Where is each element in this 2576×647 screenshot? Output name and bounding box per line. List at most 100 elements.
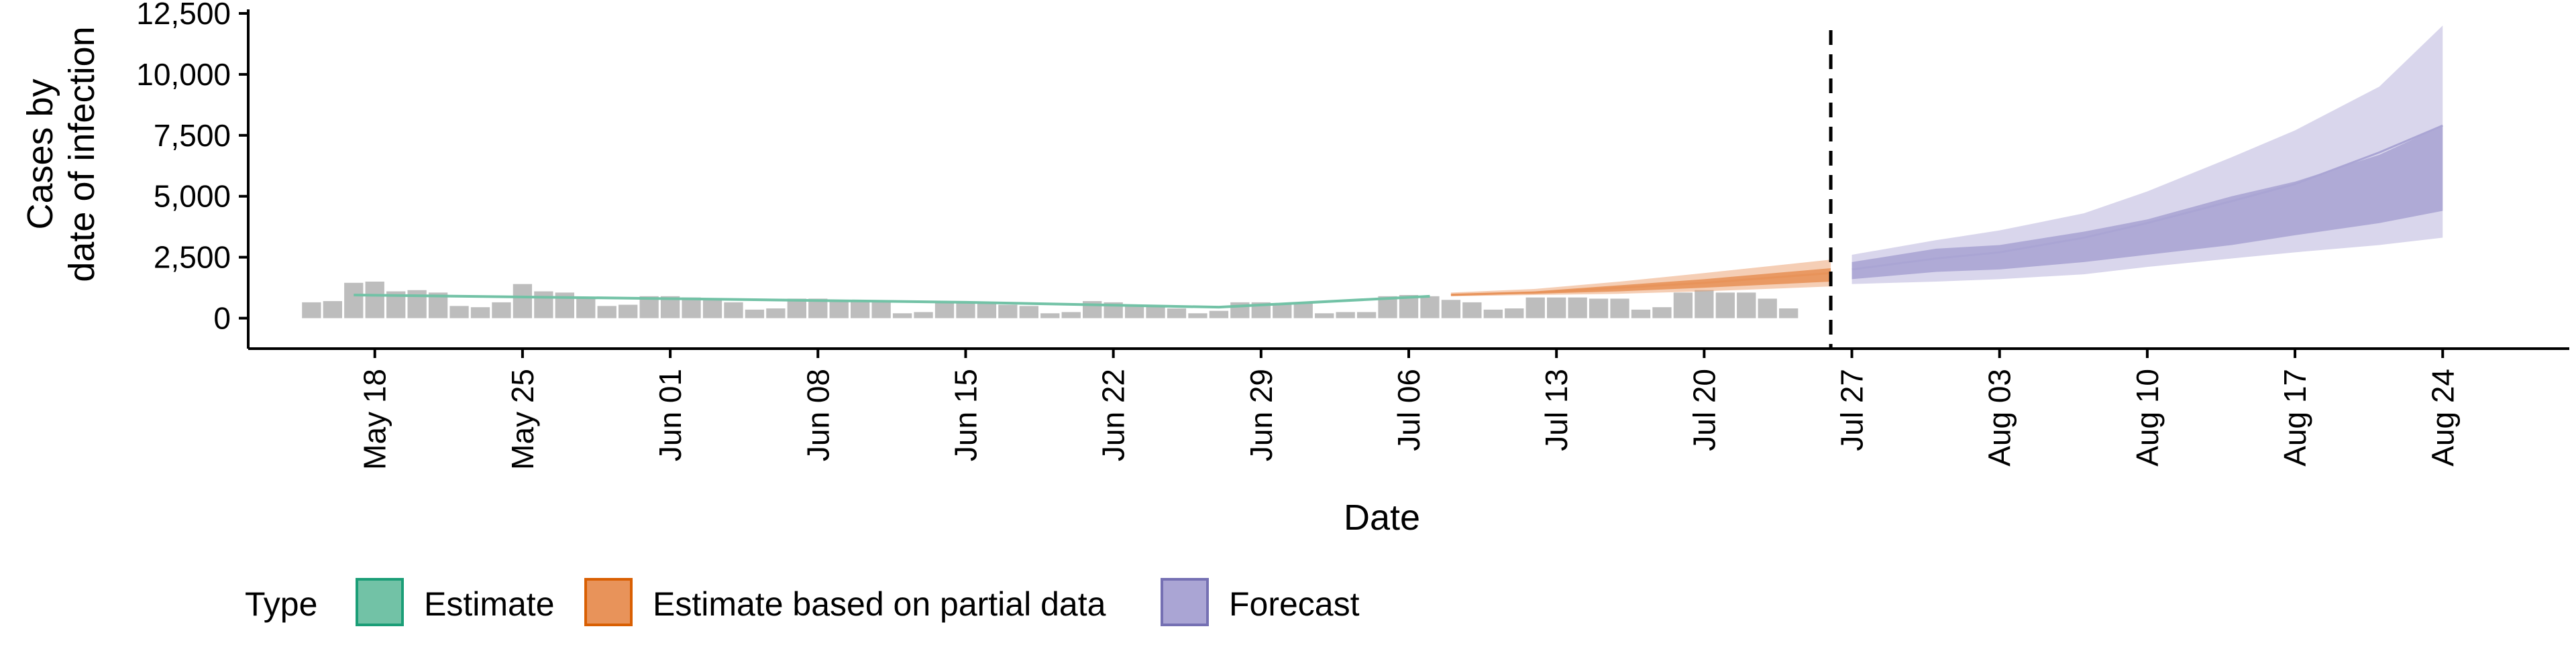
case-bar — [808, 298, 828, 318]
case-bar — [302, 302, 321, 318]
case-bar — [1589, 298, 1609, 318]
case-bar — [1167, 308, 1187, 318]
case-bar — [851, 301, 870, 318]
estimate-based-on-partial-data-outer-band — [1450, 259, 1831, 296]
case-bar — [1483, 309, 1503, 318]
forecast-inner-band — [1851, 125, 2443, 280]
case-bar — [1420, 296, 1440, 318]
legend: Type Estimate Estimate based on partial … — [245, 578, 1360, 626]
case-bar — [1610, 298, 1629, 318]
estimate-based-on-partial-data-inner-band — [1450, 268, 1831, 295]
case-bar — [1441, 300, 1461, 318]
case-bar — [1737, 292, 1756, 318]
x-tick-label: Jul 06 — [1391, 369, 1426, 451]
x-tick-label: Jun 08 — [800, 369, 835, 461]
case-bar — [914, 312, 933, 318]
case-bar — [470, 307, 490, 318]
x-tick-label: Aug 17 — [2277, 369, 2312, 467]
case-bar — [1273, 303, 1292, 318]
forecast-line — [1851, 124, 2443, 271]
bands-layer — [1450, 25, 2443, 296]
case-bar — [787, 298, 806, 318]
x-tick-label: Aug 24 — [2425, 369, 2460, 467]
case-bar — [1715, 292, 1735, 318]
x-tick-label: Aug 03 — [1982, 369, 2017, 467]
case-bar — [1779, 308, 1799, 318]
x-tick-label: Aug 10 — [2130, 369, 2165, 467]
case-bar — [1188, 313, 1208, 318]
legend-title: Type — [245, 585, 317, 623]
case-bar — [323, 301, 342, 318]
estimate-line — [354, 294, 1430, 309]
case-bar — [892, 313, 912, 318]
x-tick-label: Jul 20 — [1686, 369, 1721, 451]
case-bar — [724, 302, 743, 318]
case-bar — [1673, 292, 1693, 318]
case-bar — [1652, 307, 1672, 318]
case-bar — [871, 302, 891, 318]
legend-label-partial-estimate: Estimate based on partial data — [653, 585, 1106, 623]
case-bar — [977, 303, 997, 318]
case-bar — [344, 282, 364, 318]
x-tick-label: Jun 29 — [1244, 369, 1279, 461]
y-tick-label: 12,500 — [136, 0, 231, 31]
case-bar — [1124, 304, 1144, 318]
legend-key-estimate — [356, 578, 404, 626]
y-tick-label: 2,500 — [154, 240, 231, 275]
case-bar — [1336, 312, 1355, 318]
case-bar — [449, 306, 469, 318]
y-axis-ticks: 0 2,500 5,000 7,500 10,000 12,500 — [136, 0, 248, 336]
x-axis-title: Date — [1344, 497, 1420, 538]
x-tick-label: Jun 15 — [948, 369, 983, 461]
case-bar — [702, 300, 722, 318]
case-bar — [1695, 290, 1714, 318]
case-bar — [1462, 302, 1482, 318]
case-bar — [576, 297, 596, 318]
case-bar — [1019, 306, 1038, 318]
bars-layer — [302, 282, 1799, 318]
case-bar — [682, 297, 701, 318]
x-tick-label: Jul 13 — [1539, 369, 1574, 451]
y-tick-label: 7,500 — [154, 118, 231, 153]
case-bar — [1356, 312, 1377, 318]
case-bar — [1209, 310, 1229, 318]
x-tick-label: Jun 01 — [653, 369, 688, 461]
case-bar — [1293, 303, 1313, 318]
x-tick-label: May 18 — [358, 369, 392, 470]
x-tick-label: Jul 27 — [1835, 369, 1870, 451]
case-bar — [1758, 298, 1777, 318]
x-axis-ticks: May 18 May 25 Jun 01 Jun 08 Jun 15 Jun 22 Jun … — [358, 349, 2460, 470]
legend-label-forecast: Forecast — [1229, 585, 1360, 623]
case-bar — [1040, 313, 1060, 318]
case-bar — [1525, 297, 1545, 318]
case-bar — [1061, 312, 1081, 318]
case-bar — [1146, 306, 1165, 318]
case-bar — [1505, 308, 1524, 318]
estimate-based-on-partial-data-line — [1450, 272, 1831, 296]
case-bar — [934, 301, 955, 318]
case-bar — [597, 306, 616, 318]
y-tick-label: 0 — [213, 301, 231, 336]
case-bar — [1631, 309, 1651, 318]
y-tick-label: 5,000 — [154, 179, 231, 214]
case-bar — [513, 284, 533, 318]
case-bar — [998, 304, 1018, 318]
case-bar — [492, 302, 511, 318]
x-tick-label: Jun 22 — [1096, 369, 1131, 461]
y-axis-title-line-1: Cases by — [20, 78, 60, 229]
legend-key-partial-estimate — [584, 578, 633, 626]
legend-key-forecast — [1161, 578, 1209, 626]
case-bar — [766, 308, 786, 318]
case-bar — [829, 300, 849, 318]
y-tick-label: 10,000 — [136, 57, 231, 92]
x-tick-label: May 25 — [505, 369, 540, 470]
case-bar — [745, 309, 765, 318]
case-bar — [1568, 297, 1587, 318]
legend-label-estimate: Estimate — [424, 585, 555, 623]
lines-layer — [354, 124, 2443, 309]
case-bar — [639, 296, 659, 318]
y-axis-title-line-2: date of infection — [62, 26, 102, 282]
case-bar — [1547, 297, 1566, 318]
